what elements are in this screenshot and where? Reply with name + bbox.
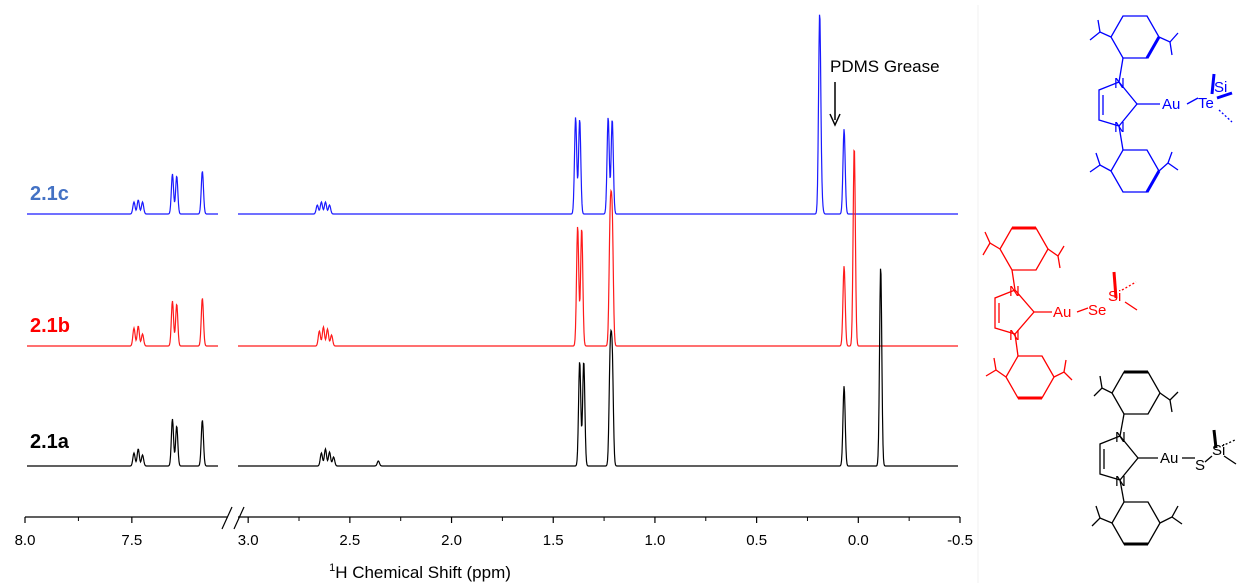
- series-label-2.1c: 2.1c: [30, 183, 69, 205]
- x-axis-title-superscript: 1: [329, 562, 335, 574]
- spectrum-line-2.1a-segment-2: [238, 268, 958, 467]
- x-axis: 8.0 7.5 3.0 2.5 2.0 1.5 1.0 0.5 0.0 -0.5: [15, 506, 973, 549]
- aryl-ring-bottom: [1005, 355, 1055, 399]
- x-tick-label: 3.0: [238, 532, 259, 549]
- series-label-2.1a: 2.1a: [30, 431, 70, 453]
- structure-2.1a-n-bottom: N: [1115, 473, 1126, 490]
- structure-2.1b-chalcogen: Se: [1088, 302, 1106, 319]
- x-axis-title-text: Chemical Shift (ppm): [352, 563, 511, 582]
- structure-2.1b-n-top: N: [1009, 283, 1020, 300]
- structure-2.1b-n-bottom: N: [1009, 327, 1020, 344]
- x-tick-label: -0.5: [947, 532, 973, 549]
- x-tick-label: 1.0: [644, 532, 665, 549]
- x-tick-label: 8.0: [15, 532, 36, 549]
- spectra-group: [27, 14, 958, 467]
- aryl-ring-top: [1111, 371, 1161, 415]
- spectrum-line-2.1a-segment-1: [27, 418, 218, 467]
- x-tick-label: 2.0: [441, 532, 462, 549]
- x-tick-label: 1.5: [543, 532, 564, 549]
- x-tick-label: 0.0: [848, 532, 869, 549]
- structure-2.1b-silicon: Si: [1108, 288, 1121, 305]
- imidazole-ring: [994, 289, 1035, 335]
- structure-2.1a-metal: Au: [1160, 450, 1178, 467]
- spectrum-line-2.1b-segment-1: [27, 298, 218, 347]
- x-tick-label: 2.5: [339, 532, 360, 549]
- spectrum-line-2.1b-segment-2: [238, 149, 958, 347]
- aryl-ring-bottom: [1111, 501, 1161, 545]
- axis-break-mark-2: [233, 506, 245, 530]
- annotation-pdms-grease: PDMS Grease: [830, 57, 940, 76]
- x-axis-title: 1H Chemical Shift (ppm): [329, 562, 511, 582]
- imidazole-ring: [1099, 435, 1139, 481]
- spectrum-line-2.1c-segment-1: [27, 171, 218, 215]
- structure-2.1a-n-top: N: [1115, 429, 1126, 446]
- x-axis-title-nucleus: H: [335, 563, 347, 582]
- structure-2.1c-n-bottom: N: [1114, 119, 1125, 136]
- spectrum-line-2.1c-segment-2: [238, 14, 958, 215]
- imidazole-ring: [1098, 81, 1138, 127]
- structure-2.1c-chalcogen: Te: [1198, 95, 1214, 112]
- structure-2.1a-chalcogen: S: [1195, 457, 1205, 474]
- tick-group: 8.0 7.5 3.0 2.5 2.0 1.5 1.0 0.5 0.0 -0.5: [15, 517, 973, 549]
- structure-2.1c: N N Au Te Si: [1089, 15, 1233, 193]
- structure-2.1b-metal: Au: [1053, 304, 1071, 321]
- annotation-arrow-head-icon: [829, 113, 841, 127]
- axis-break-mark-1: [221, 506, 233, 530]
- aryl-ring-top: [999, 227, 1049, 271]
- x-tick-label: 7.5: [121, 532, 142, 549]
- structure-2.1b: N N Au Se Si: [982, 226, 1138, 400]
- structure-2.1a-silicon: Si: [1212, 442, 1225, 459]
- x-tick-label: 0.5: [746, 532, 767, 549]
- structure-2.1c-metal: Au: [1162, 96, 1180, 113]
- structure-2.1a: N N Au S Si: [1091, 370, 1237, 546]
- structure-2.1c-silicon: Si: [1214, 79, 1227, 96]
- series-label-2.1b: 2.1b: [30, 315, 70, 337]
- structure-2.1c-n-top: N: [1114, 75, 1125, 92]
